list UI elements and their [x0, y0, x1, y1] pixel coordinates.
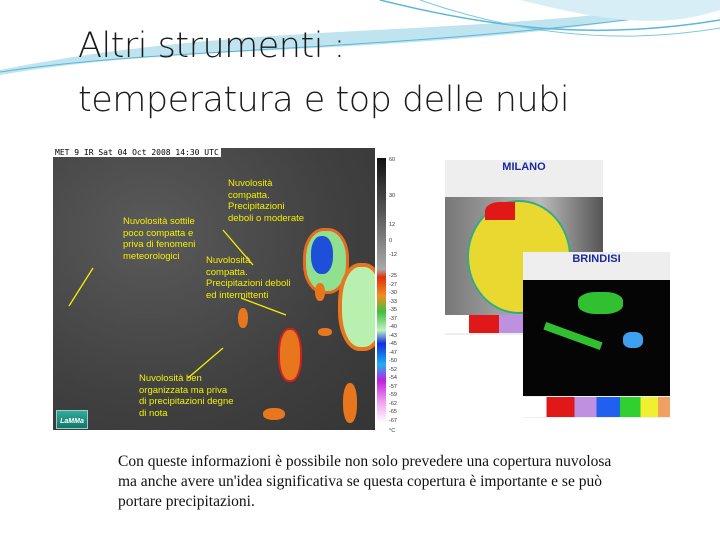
scale-label: -57 [389, 383, 397, 390]
scale-label: -37 [389, 315, 397, 322]
scale-label: -12 [389, 252, 397, 258]
annotation-compact-moderate: Nuvolosità compatta. Precipitazioni debo… [228, 178, 305, 224]
scale-label: -25 [389, 273, 397, 280]
image-timestamp-header: MET 9 IR Sat 04 Oct 2008 14:30 UTC [53, 148, 221, 157]
scale-label: -35 [389, 307, 397, 314]
scale-label: 60 [389, 156, 396, 163]
scale-label: -62 [389, 400, 397, 407]
scale-label: -50 [389, 358, 397, 365]
scale-label: -59 [389, 392, 397, 399]
scale-label: 12 [389, 222, 396, 229]
scale-label: °C [389, 427, 396, 434]
scale-label: 0 [389, 237, 393, 244]
slide-title-line-1: Altri strumenti : [78, 26, 345, 66]
radar-title-brindisi: BRINDISI [572, 253, 621, 265]
annotation-organized-no-rain: Nuvolosità ben organizzata ma priva di p… [139, 373, 234, 419]
scale-label: -30 [389, 290, 397, 297]
scale-label: -40 [389, 324, 397, 331]
satellite-ir-image: MET 9 IR Sat 04 Oct 2008 14:30 UTC Nuvol… [53, 148, 375, 430]
scale-label: -33 [389, 298, 397, 305]
annotation-arrows [68, 229, 287, 379]
radar-image-brindisi: BRINDISI [523, 252, 670, 418]
slide-title-line-2: temperatura e top delle nubi [78, 80, 570, 120]
scale-label: -52 [389, 366, 397, 373]
temperature-color-scale: 60 30 12 0 -12 -25 -27 -30 -33 -35 -37 -40 -43 -45 -47… [375, 148, 403, 434]
header-swoosh-decoration [0, 0, 720, 75]
scale-label: -45 [389, 341, 397, 348]
scale-label: -47 [389, 349, 397, 356]
slide-caption: Con queste informazioni è possibile non … [118, 453, 612, 510]
annotation-compact-intermittent: Nuvolosità compatta. Precipitazioni debo… [206, 255, 291, 301]
scale-label: -43 [389, 332, 397, 339]
radar-title-milano: MILANO [502, 161, 546, 173]
lamma-logo: LaMMa [56, 410, 88, 429]
scale-label: 30 [389, 192, 396, 199]
scale-label: -67 [389, 417, 397, 424]
scale-label: -27 [389, 281, 397, 288]
scale-label: -65 [389, 409, 397, 416]
annotation-thin-clouds: Nuvolosità sottile poco compatta e priva… [123, 216, 196, 262]
scale-label: -54 [389, 375, 397, 382]
